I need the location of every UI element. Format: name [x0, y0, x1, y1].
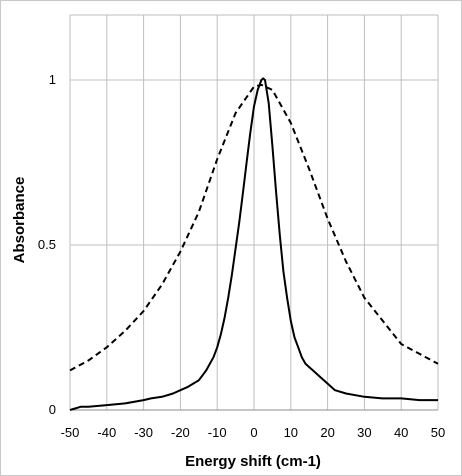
x-tick-label: 30: [357, 425, 371, 440]
y-axis-title: Absorbance: [11, 177, 28, 264]
y-tick-labels: 00.51: [38, 72, 56, 417]
x-tick-label: -30: [134, 425, 153, 440]
y-tick-label: 0.5: [38, 237, 56, 252]
x-tick-label: -40: [97, 425, 116, 440]
gridlines: [69, 14, 439, 410]
x-tick-label: 50: [431, 425, 445, 440]
x-tick-label: 20: [320, 425, 334, 440]
x-tick-label: -10: [208, 425, 227, 440]
x-tick-label: 0: [250, 425, 257, 440]
x-tick-label: -20: [171, 425, 190, 440]
solid-series-line: [69, 77, 438, 411]
x-axis-title: Energy shift (cm-1): [185, 453, 321, 470]
x-tick-label: 40: [394, 425, 408, 440]
y-tick-label: 1: [49, 72, 56, 87]
x-tick-labels: -50 -40 -30 -20 -10 0 10 20 30 40 50: [61, 425, 446, 440]
x-tick-label: 10: [284, 425, 298, 440]
dashed-series-line: [69, 83, 439, 372]
series-layer: [69, 77, 439, 411]
y-tick-label: 0: [49, 402, 56, 417]
x-tick-label: -50: [61, 425, 80, 440]
